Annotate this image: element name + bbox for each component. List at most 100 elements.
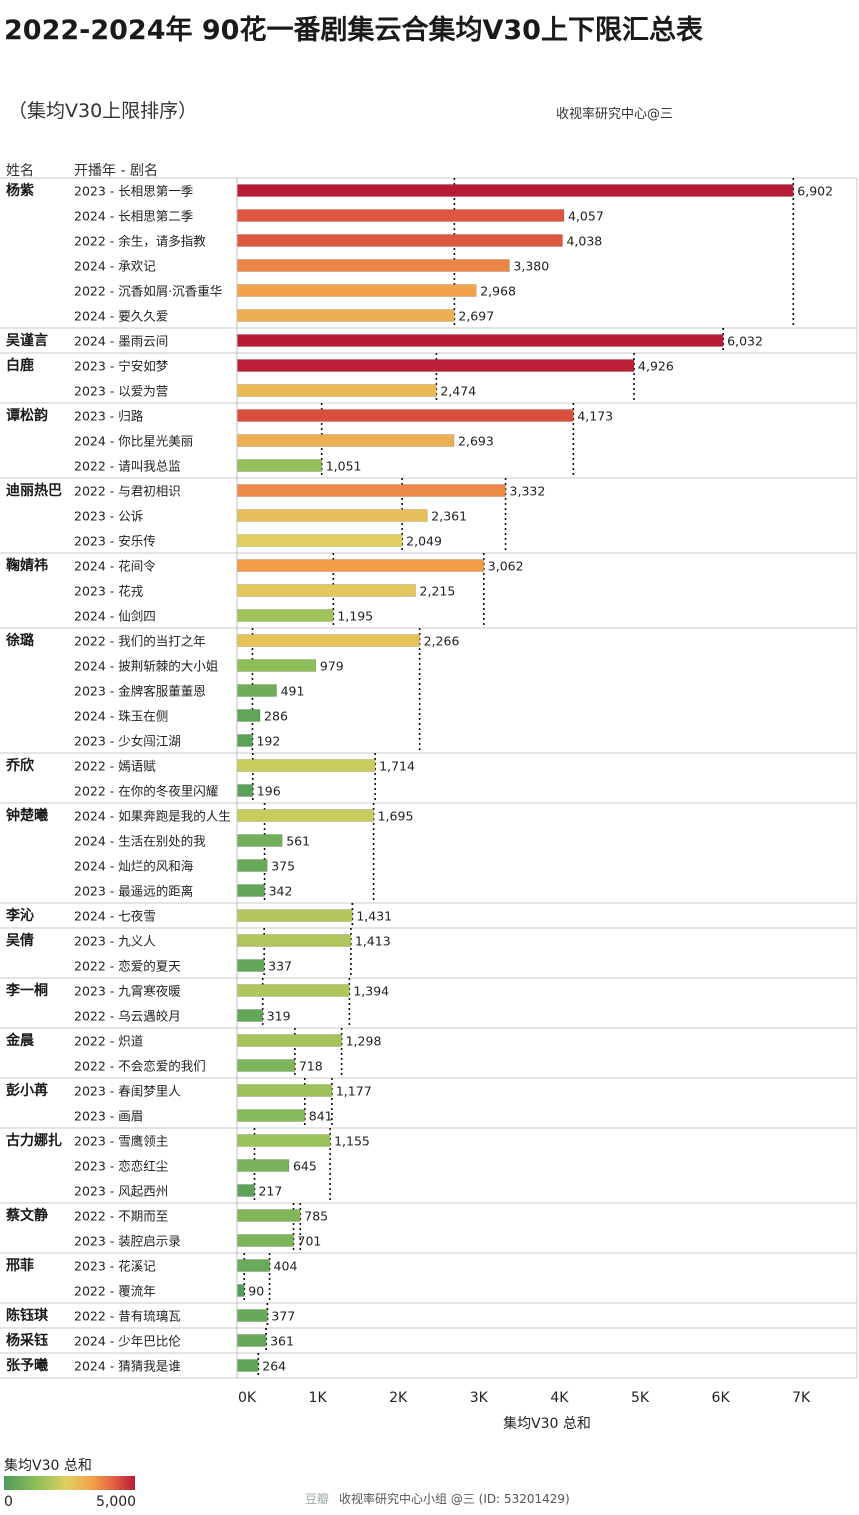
- bar-value-label: 286: [264, 709, 288, 724]
- group-name: 钟楚曦: [6, 807, 48, 824]
- bar: [236, 559, 485, 572]
- drama-label: 2024 - 生活在别处的我: [74, 834, 206, 849]
- bar: [236, 684, 277, 697]
- bar: [236, 359, 635, 372]
- bar-value-label: 701: [298, 1234, 322, 1249]
- bar-value-label: 342: [269, 884, 293, 899]
- drama-label: 2024 - 七夜雪: [74, 909, 156, 924]
- group-name: 金晨: [5, 1032, 35, 1049]
- bar: [236, 309, 455, 322]
- legend-color-scale: [4, 1476, 135, 1490]
- group-name: 李沁: [5, 907, 34, 924]
- bar-value-label: 1,195: [337, 609, 373, 624]
- page-title: 2022-2024年 90花一番剧集云合集均V30上下限汇总表: [4, 15, 703, 46]
- bar: [236, 509, 428, 522]
- drama-label: 2023 - 归路: [74, 409, 144, 424]
- drama-label: 2023 - 雪鹰领主: [74, 1134, 168, 1149]
- drama-label: 2023 - 九霄寒夜暖: [74, 984, 181, 999]
- drama-label: 2023 - 宁安如梦: [74, 359, 169, 374]
- drama-label: 2023 - 安乐传: [74, 534, 156, 549]
- drama-label: 2022 - 在你的冬夜里闪耀: [74, 784, 219, 799]
- group-name: 邢菲: [5, 1257, 34, 1274]
- bar-value-label: 1,298: [346, 1034, 382, 1049]
- page-subtitle: （集均V30上限排序）: [8, 100, 198, 122]
- bar-value-label: 2,693: [458, 434, 494, 449]
- bar: [236, 759, 376, 772]
- bar: [236, 484, 506, 497]
- drama-label: 2024 - 花间令: [74, 559, 156, 574]
- legend-title: 集均V30 总和: [4, 1458, 92, 1474]
- bar-value-label: 718: [299, 1059, 323, 1074]
- group-name: 李一桐: [5, 982, 48, 999]
- bar: [236, 659, 317, 672]
- bar: [236, 734, 253, 747]
- bar-value-label: 1,413: [355, 934, 391, 949]
- bar-value-label: 3,380: [513, 259, 549, 274]
- bar-value-label: 1,177: [336, 1084, 372, 1099]
- bar: [236, 1234, 294, 1247]
- bar: [236, 1284, 245, 1297]
- bar: [236, 384, 437, 397]
- bar: [236, 809, 374, 822]
- bar-value-label: 1,431: [356, 909, 392, 924]
- bar: [236, 859, 268, 872]
- bar-value-label: 361: [270, 1334, 294, 1349]
- bar: [236, 1009, 263, 1022]
- column-header-name: 姓名: [6, 163, 34, 179]
- bar-value-label: 90: [248, 1284, 264, 1299]
- bar-value-label: 1,051: [326, 459, 362, 474]
- drama-label: 2022 - 沉香如屑·沉香重华: [74, 284, 222, 299]
- bar-value-label: 2,474: [440, 384, 476, 399]
- bar: [236, 1034, 342, 1047]
- bar-value-label: 6,032: [727, 334, 763, 349]
- bar-value-label: 645: [293, 1159, 317, 1174]
- x-tick-label: 7K: [792, 1390, 811, 1406]
- bar: [236, 934, 352, 947]
- bar-value-label: 319: [267, 1009, 291, 1024]
- watermark-brand: 豆瓣: [305, 1492, 330, 1506]
- group-name: 徐璐: [5, 632, 34, 649]
- drama-label: 2023 - 花溪记: [74, 1259, 156, 1274]
- bar: [236, 1184, 255, 1197]
- bar: [236, 434, 455, 447]
- drama-label: 2023 - 风起西州: [74, 1184, 168, 1199]
- drama-label: 2022 - 恋爱的夏天: [74, 959, 181, 974]
- group-name: 迪丽热巴: [6, 482, 62, 499]
- bar: [236, 209, 565, 222]
- x-tick-label: 6K: [712, 1390, 731, 1406]
- bar: [236, 1159, 290, 1172]
- bar: [236, 259, 510, 272]
- bar-value-label: 192: [256, 734, 280, 749]
- bar-value-label: 3,062: [488, 559, 524, 574]
- drama-label: 2024 - 少年巴比伦: [74, 1334, 181, 1349]
- drama-label: 2023 - 以爱为营: [74, 384, 168, 399]
- bar-value-label: 561: [286, 834, 310, 849]
- bar: [236, 409, 574, 422]
- bar-value-label: 217: [258, 1184, 282, 1199]
- bar: [236, 1084, 333, 1097]
- drama-label: 2023 - 公诉: [74, 509, 143, 524]
- bar-value-label: 2,968: [480, 284, 516, 299]
- drama-label: 2023 - 画眉: [74, 1109, 143, 1124]
- bar-value-label: 3,332: [510, 484, 546, 499]
- drama-label: 2024 - 要久久爱: [74, 309, 168, 324]
- group-name: 杨采钰: [6, 1332, 48, 1349]
- bar-value-label: 2,697: [458, 309, 494, 324]
- drama-label: 2022 - 覆流年: [74, 1284, 156, 1299]
- bar-value-label: 196: [257, 784, 281, 799]
- bar: [236, 984, 350, 997]
- bar-value-label: 841: [309, 1109, 333, 1124]
- drama-label: 2022 - 不会恋爱的我们: [74, 1059, 206, 1074]
- bar: [236, 909, 353, 922]
- bar-value-label: 2,266: [424, 634, 460, 649]
- bar: [236, 709, 261, 722]
- drama-label: 2024 - 长相思第二季: [74, 209, 194, 224]
- bar: [236, 534, 403, 547]
- drama-label: 2024 - 承欢记: [74, 259, 156, 274]
- bar-value-label: 2,215: [420, 584, 456, 599]
- drama-label: 2024 - 如果奔跑是我的人生: [74, 809, 231, 824]
- bar-value-label: 785: [304, 1209, 328, 1224]
- bar-value-label: 4,038: [566, 234, 602, 249]
- group-name: 吴谨言: [6, 332, 48, 349]
- bar: [236, 1059, 296, 1072]
